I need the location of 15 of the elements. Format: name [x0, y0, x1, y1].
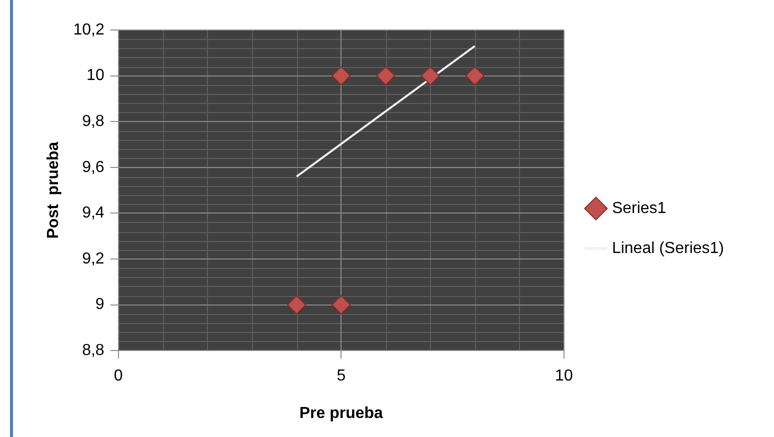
y-tick-label: 10	[86, 67, 104, 84]
y-tick-label: 9,6	[82, 158, 104, 176]
y-tick-label: 9	[95, 296, 104, 314]
y-tick-label: 9,8	[82, 113, 104, 130]
x-tick-label: 0	[114, 368, 123, 385]
y-axis-title: Post prueba	[45, 142, 62, 239]
x-tick-label: 10	[555, 368, 573, 385]
x-axis-title: Pre prueba	[299, 404, 384, 422]
x-tick-label: 5	[336, 368, 346, 385]
y-tick-label: 10,2	[73, 21, 104, 38]
y-tick-label: 9,4	[82, 204, 104, 222]
legend-label: Lineal (Series1)	[612, 240, 724, 257]
legend-label: Series1	[612, 200, 666, 217]
y-tick-label: 9,2	[82, 250, 104, 268]
y-tick-label: 8,8	[82, 342, 104, 360]
